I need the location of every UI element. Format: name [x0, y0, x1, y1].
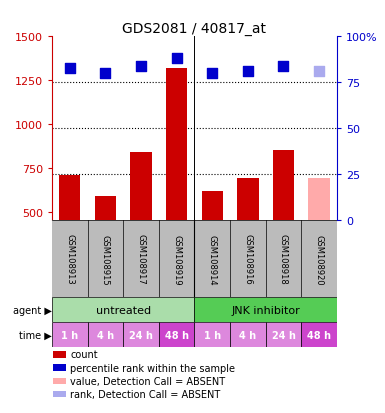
Text: GSM108917: GSM108917 — [137, 234, 146, 285]
Text: GSM108914: GSM108914 — [208, 234, 217, 285]
Text: 1 h: 1 h — [204, 330, 221, 340]
Point — [102, 71, 109, 77]
Text: 4 h: 4 h — [239, 330, 256, 340]
Bar — [54, 378, 66, 384]
Bar — [194, 297, 337, 323]
Text: count: count — [70, 349, 98, 359]
Bar — [194, 323, 230, 347]
Text: percentile rank within the sample: percentile rank within the sample — [70, 363, 236, 373]
Text: time ▶: time ▶ — [19, 330, 52, 340]
Text: rank, Detection Call = ABSENT: rank, Detection Call = ABSENT — [70, 389, 221, 399]
Text: GSM108920: GSM108920 — [315, 234, 323, 285]
Bar — [273, 151, 294, 221]
Bar — [130, 153, 152, 221]
Bar — [308, 179, 330, 221]
Point — [316, 69, 322, 76]
Text: GSM108918: GSM108918 — [279, 234, 288, 285]
Bar — [301, 323, 337, 347]
Bar — [230, 323, 266, 347]
Bar — [54, 391, 66, 397]
Point — [67, 65, 73, 72]
Bar — [54, 365, 66, 371]
Text: 24 h: 24 h — [129, 330, 153, 340]
Text: 4 h: 4 h — [97, 330, 114, 340]
Text: JNK inhibitor: JNK inhibitor — [231, 305, 300, 315]
Bar — [166, 69, 187, 221]
Point — [209, 71, 215, 77]
Point — [138, 63, 144, 70]
Text: 48 h: 48 h — [307, 330, 331, 340]
Bar — [159, 323, 194, 347]
Bar — [52, 323, 88, 347]
Title: GDS2081 / 40817_at: GDS2081 / 40817_at — [122, 22, 266, 36]
Text: untreated: untreated — [95, 305, 151, 315]
Point — [174, 56, 180, 62]
Bar — [52, 297, 194, 323]
Bar — [123, 323, 159, 347]
Text: value, Detection Call = ABSENT: value, Detection Call = ABSENT — [70, 376, 226, 386]
Point — [280, 63, 286, 70]
Text: 48 h: 48 h — [165, 330, 189, 340]
Text: GSM108919: GSM108919 — [172, 234, 181, 285]
Bar — [59, 176, 80, 221]
Text: GSM108916: GSM108916 — [243, 234, 252, 285]
Bar — [237, 179, 259, 221]
Bar — [95, 197, 116, 221]
Text: 24 h: 24 h — [271, 330, 295, 340]
Text: GSM108915: GSM108915 — [101, 234, 110, 285]
Bar — [266, 323, 301, 347]
Bar — [54, 351, 66, 358]
Text: 1 h: 1 h — [61, 330, 78, 340]
Text: GSM108913: GSM108913 — [65, 234, 74, 285]
Text: agent ▶: agent ▶ — [13, 305, 52, 315]
Bar — [88, 323, 123, 347]
Point — [245, 69, 251, 76]
Bar — [202, 191, 223, 221]
